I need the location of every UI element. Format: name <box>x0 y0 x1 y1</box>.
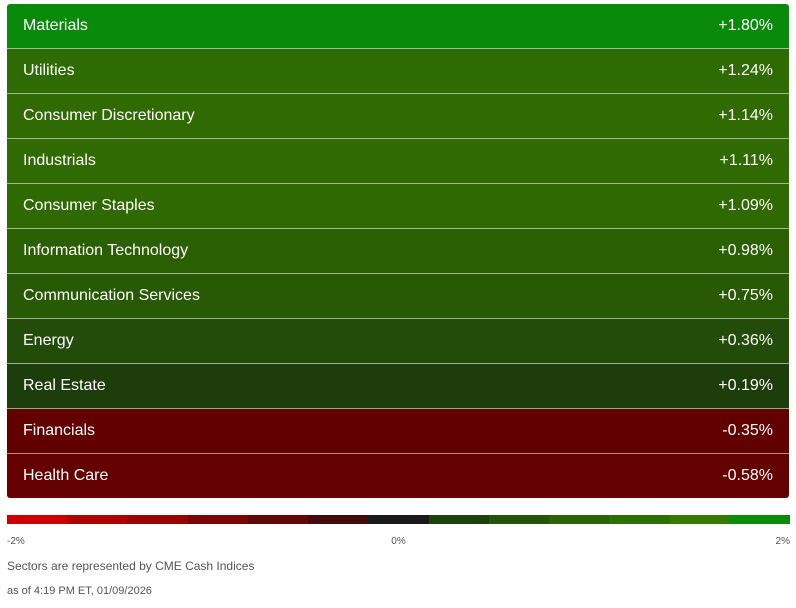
sector-name: Communication Services <box>23 287 200 304</box>
sector-change: +1.80% <box>718 17 773 34</box>
sector-row[interactable]: Information Technology +0.98% <box>7 229 789 274</box>
sector-change: +0.75% <box>718 287 773 304</box>
sector-name: Consumer Discretionary <box>23 107 195 124</box>
source-note: Sectors are represented by CME Cash Indi… <box>7 559 255 573</box>
sector-row[interactable]: Industrials +1.11% <box>7 139 789 184</box>
sector-row[interactable]: Materials +1.80% <box>7 4 789 49</box>
scale-segment <box>729 515 791 524</box>
sector-row[interactable]: Communication Services +0.75% <box>7 274 789 319</box>
sector-row[interactable]: Consumer Discretionary +1.14% <box>7 94 789 139</box>
sector-row[interactable]: Financials -0.35% <box>7 409 789 454</box>
scale-segment <box>428 515 489 524</box>
sector-change: +0.98% <box>718 242 773 259</box>
scale-segment <box>7 515 68 524</box>
sector-row[interactable]: Utilities +1.24% <box>7 49 789 94</box>
scale-segment <box>247 515 309 524</box>
scale-segment <box>669 515 730 524</box>
sector-name: Industrials <box>23 152 96 169</box>
scale-max-label: 2% <box>775 536 790 547</box>
sector-name: Real Estate <box>23 377 106 394</box>
sector-change: +1.09% <box>718 197 773 214</box>
sector-performance-list: Materials +1.80% Utilities +1.24% Consumer D… <box>7 4 789 498</box>
sector-change: +1.11% <box>719 152 773 169</box>
color-scale-labels: -2% 0% 2% <box>7 536 790 550</box>
scale-segment <box>127 515 188 524</box>
scale-segment <box>187 515 248 524</box>
sector-change: +0.19% <box>718 377 773 394</box>
sector-name: Materials <box>23 17 88 34</box>
sector-row[interactable]: Consumer Staples +1.09% <box>7 184 789 229</box>
sector-name: Health Care <box>23 467 109 484</box>
scale-segment <box>67 515 128 524</box>
sector-change: +1.14% <box>718 107 773 124</box>
sector-name: Information Technology <box>23 242 189 259</box>
scale-min-label: -2% <box>7 536 25 547</box>
sector-change: -0.58% <box>722 467 773 484</box>
as-of-timestamp: as of 4:19 PM ET, 01/09/2026 <box>7 585 152 597</box>
sector-name: Energy <box>23 332 74 349</box>
sector-row[interactable]: Energy +0.36% <box>7 319 789 364</box>
scale-segment <box>488 515 550 524</box>
scale-segment <box>368 515 429 524</box>
scale-mid-label: 0% <box>391 536 406 547</box>
scale-segment <box>308 515 369 524</box>
scale-segment <box>609 515 670 524</box>
sector-change: -0.35% <box>722 422 773 439</box>
sector-row[interactable]: Health Care -0.58% <box>7 454 789 498</box>
sector-change: +0.36% <box>718 332 773 349</box>
color-scale-legend <box>7 515 791 524</box>
sector-name: Financials <box>23 422 96 439</box>
sector-row[interactable]: Real Estate +0.19% <box>7 364 789 409</box>
sector-change: +1.24% <box>718 62 773 79</box>
scale-segment <box>549 515 610 524</box>
sector-name: Utilities <box>23 62 75 79</box>
sector-name: Consumer Staples <box>23 197 155 214</box>
